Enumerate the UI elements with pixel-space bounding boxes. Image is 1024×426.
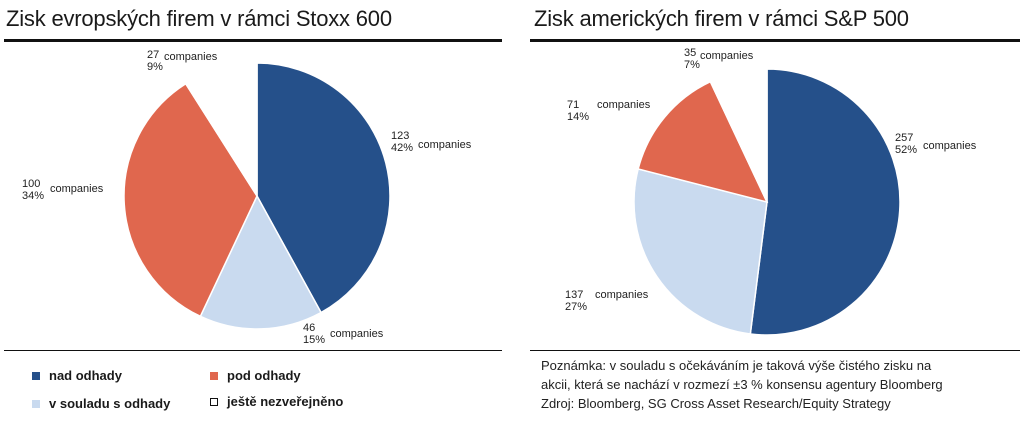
pie-chart-stoxx — [123, 62, 391, 330]
chart-title-sp500: Zisk amerických firem v rámci S&P 500 — [534, 6, 909, 31]
legend-swatch — [210, 371, 218, 380]
chart-title-stoxx: Zisk evropských firem v rámci Stoxx 600 — [6, 6, 392, 31]
label-pct: 15% — [303, 334, 326, 346]
pie-slice-pod-odhady — [637, 80, 769, 204]
legend-label: v souladu s odhady — [49, 396, 171, 411]
legend-label: nad odhady — [49, 368, 122, 383]
pie-slice-v-souladu-s-odhady — [199, 194, 323, 330]
pie-slice-ještě-nezveřejněno — [184, 62, 258, 199]
label-sp-souladu: 137 27% companies — [565, 289, 648, 313]
label-sp-nezverejneno: 35 7% companies — [684, 47, 753, 71]
label-pct: 27% — [565, 301, 588, 313]
legend-item-nad-odhady: nad odhady — [32, 368, 122, 383]
label-stoxx-souladu: 46 15% companies — [303, 322, 383, 346]
label-unit: companies — [418, 139, 472, 151]
label-sp-pod: 71 14% companies — [567, 99, 650, 123]
label-pct: 7% — [684, 59, 700, 71]
label-stoxx-nad: 123 42% companies — [391, 130, 471, 154]
legend-label: ještě nezveřejněno — [227, 394, 344, 409]
note-line: Poznámka: v souladu s očekáváním je tako… — [541, 358, 932, 373]
legend-swatch — [32, 371, 40, 380]
pie-slice-ještě-nezveřejněno — [709, 68, 768, 203]
legend-swatch — [210, 397, 218, 406]
title-rule-right — [530, 39, 1020, 42]
label-unit: companies — [50, 183, 104, 195]
label-pct: 42% — [391, 142, 414, 154]
label-unit: companies — [597, 99, 651, 111]
label-count: 137 — [565, 289, 584, 301]
note-line: Zdroj: Bloomberg, SG Cross Asset Researc… — [541, 396, 891, 411]
legend-item-pod-odhady: pod odhady — [210, 368, 301, 383]
label-count: 27 — [147, 49, 160, 61]
pie-slice-nad-odhady — [749, 68, 901, 336]
note-line: akcii, která se nachází v rozmezí ±3 % k… — [541, 377, 943, 392]
label-count: 35 — [684, 47, 697, 59]
source-note: Poznámka: v souladu s očekáváním je tako… — [541, 356, 1021, 413]
pie-chart-sp500 — [633, 68, 901, 336]
label-unit: companies — [330, 328, 384, 340]
label-pct: 9% — [147, 61, 163, 73]
title-rule-left — [4, 39, 502, 42]
label-sp-nad: 257 52% companies — [895, 132, 976, 156]
legend-rule — [4, 350, 502, 351]
label-unit: companies — [164, 51, 218, 63]
legend-item-nezverejneno: ještě nezveřejněno — [210, 394, 343, 409]
legend-label: pod odhady — [227, 368, 301, 383]
legend-swatch — [32, 399, 40, 408]
label-count: 257 — [895, 132, 914, 144]
legend-item-v-souladu: v souladu s odhady — [32, 396, 170, 411]
label-count: 71 — [567, 99, 580, 111]
label-pct: 14% — [567, 111, 590, 123]
label-unit: companies — [923, 140, 977, 152]
pie-slice-pod-odhady — [123, 82, 258, 318]
label-pct: 52% — [895, 144, 918, 156]
label-pct: 34% — [22, 190, 45, 202]
label-unit: companies — [595, 289, 649, 301]
pie-slice-v-souladu-s-odhady — [633, 168, 768, 335]
pie-slice-nad-odhady — [256, 62, 391, 314]
label-count: 100 — [22, 178, 41, 190]
label-count: 123 — [391, 130, 410, 142]
label-stoxx-pod: 100 34% companies — [22, 178, 103, 202]
note-rule — [530, 350, 1020, 351]
label-unit: companies — [700, 50, 754, 62]
label-count: 46 — [303, 322, 316, 334]
label-stoxx-nezverejneno: 27 9% companies — [147, 49, 217, 73]
